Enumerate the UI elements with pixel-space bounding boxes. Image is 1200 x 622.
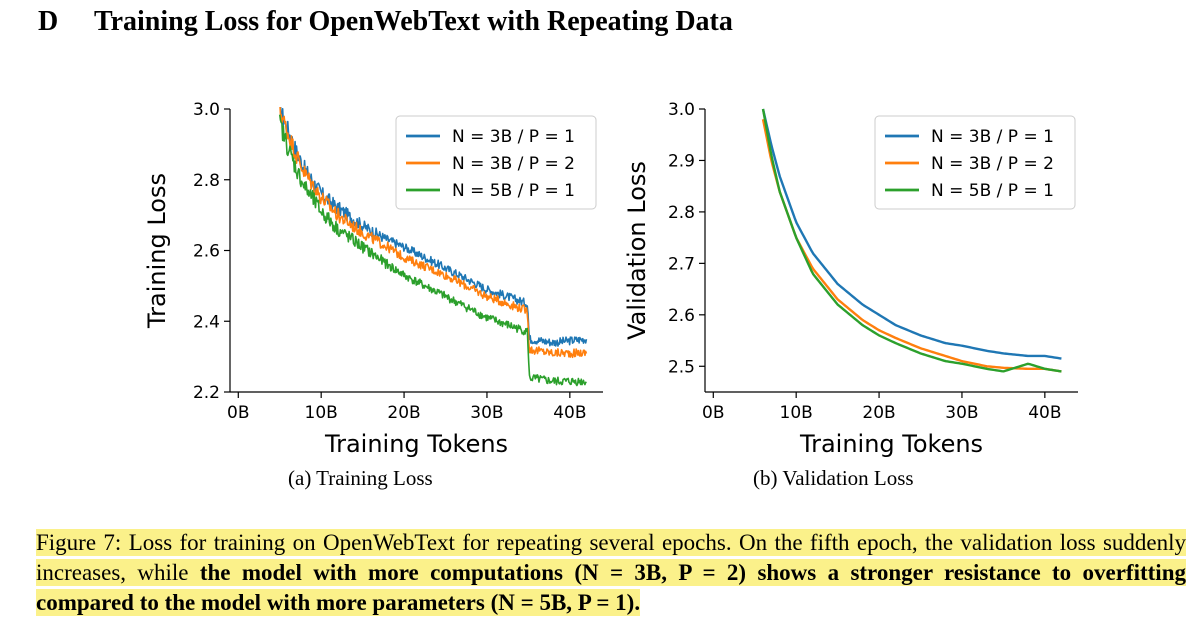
train-y-tick-label: 2.6 bbox=[193, 242, 220, 262]
section-heading: D Training Loss for OpenWebText with Repe… bbox=[38, 6, 733, 38]
train-legend-label-2: N = 3B / P = 2 bbox=[452, 154, 575, 174]
train-series-line-2 bbox=[279, 107, 588, 359]
train-y-tick-label: 3.0 bbox=[193, 100, 220, 120]
train-x-tick-label: 0B bbox=[227, 403, 249, 423]
train-legend-label-3: N = 5B / P = 1 bbox=[452, 181, 575, 201]
val-legend-box bbox=[874, 115, 1076, 210]
val-x-tick-label: 30B bbox=[945, 403, 978, 423]
val-y-tick-label: 2.7 bbox=[668, 254, 695, 274]
val-y-tick-label: 2.5 bbox=[668, 357, 695, 377]
training-loss-chart: 0B 10B 20B 30B 40B 2.2 2.4 2.6 2.8 3.0 Training To… bbox=[143, 100, 603, 458]
section-title-text: Training Loss for OpenWebText with Repea… bbox=[94, 6, 733, 37]
train-x-tick-label: 20B bbox=[387, 403, 420, 423]
train-x-tick-label: 40B bbox=[553, 403, 586, 423]
train-x-tick-label: 30B bbox=[470, 403, 503, 423]
train-y-axis-label: Training Loss bbox=[143, 173, 171, 329]
section-letter: D bbox=[38, 6, 59, 37]
caption-plain: Figure 7: Loss for training on OpenWebTe… bbox=[36, 530, 1186, 585]
val-y-tick-label: 2.8 bbox=[668, 203, 695, 223]
figure-caption: Figure 7: Loss for training on OpenWebTe… bbox=[36, 528, 1186, 618]
val-y-tick-label: 3.0 bbox=[668, 100, 695, 120]
train-y-tick-label: 2.4 bbox=[193, 312, 220, 332]
subcaption-b: (b) Validation Loss bbox=[753, 466, 914, 490]
train-legend-box bbox=[395, 115, 597, 210]
caption-bold: the model with more computations (N = 3B… bbox=[36, 560, 1186, 615]
val-x-tick-label: 20B bbox=[862, 403, 895, 423]
val-x-tick-label: 40B bbox=[1028, 403, 1061, 423]
train-y-tick-label: 2.8 bbox=[193, 171, 220, 191]
val-legend-label-3: N = 5B / P = 1 bbox=[931, 181, 1054, 201]
val-x-tick-label: 0B bbox=[702, 403, 724, 423]
validation-loss-chart: 0B 10B 20B 30B 40B 2.5 2.6 2.7 2.8 2.9 3.0 Training… bbox=[623, 100, 1078, 458]
val-y-tick-label: 2.6 bbox=[668, 306, 695, 326]
val-x-axis-label: Training Tokens bbox=[799, 430, 983, 458]
val-x-tick-label: 10B bbox=[780, 403, 813, 423]
train-series-line-1 bbox=[279, 107, 588, 347]
train-series-line-3 bbox=[278, 114, 587, 387]
subcaption-a: (a) Training Loss bbox=[288, 466, 433, 490]
val-legend-label-1: N = 3B / P = 1 bbox=[931, 127, 1054, 147]
val-series-line-3 bbox=[761, 108, 1062, 373]
val-series-line-1 bbox=[761, 108, 1062, 360]
train-y-tick-label: 2.2 bbox=[193, 383, 220, 403]
val-legend-label-2: N = 3B / P = 2 bbox=[931, 154, 1054, 174]
val-y-axis-label: Validation Loss bbox=[623, 161, 651, 340]
train-x-tick-label: 10B bbox=[305, 403, 338, 423]
train-x-axis-label: Training Tokens bbox=[324, 430, 508, 458]
train-legend-label-1: N = 3B / P = 1 bbox=[452, 127, 575, 147]
val-y-tick-label: 2.9 bbox=[668, 151, 695, 171]
